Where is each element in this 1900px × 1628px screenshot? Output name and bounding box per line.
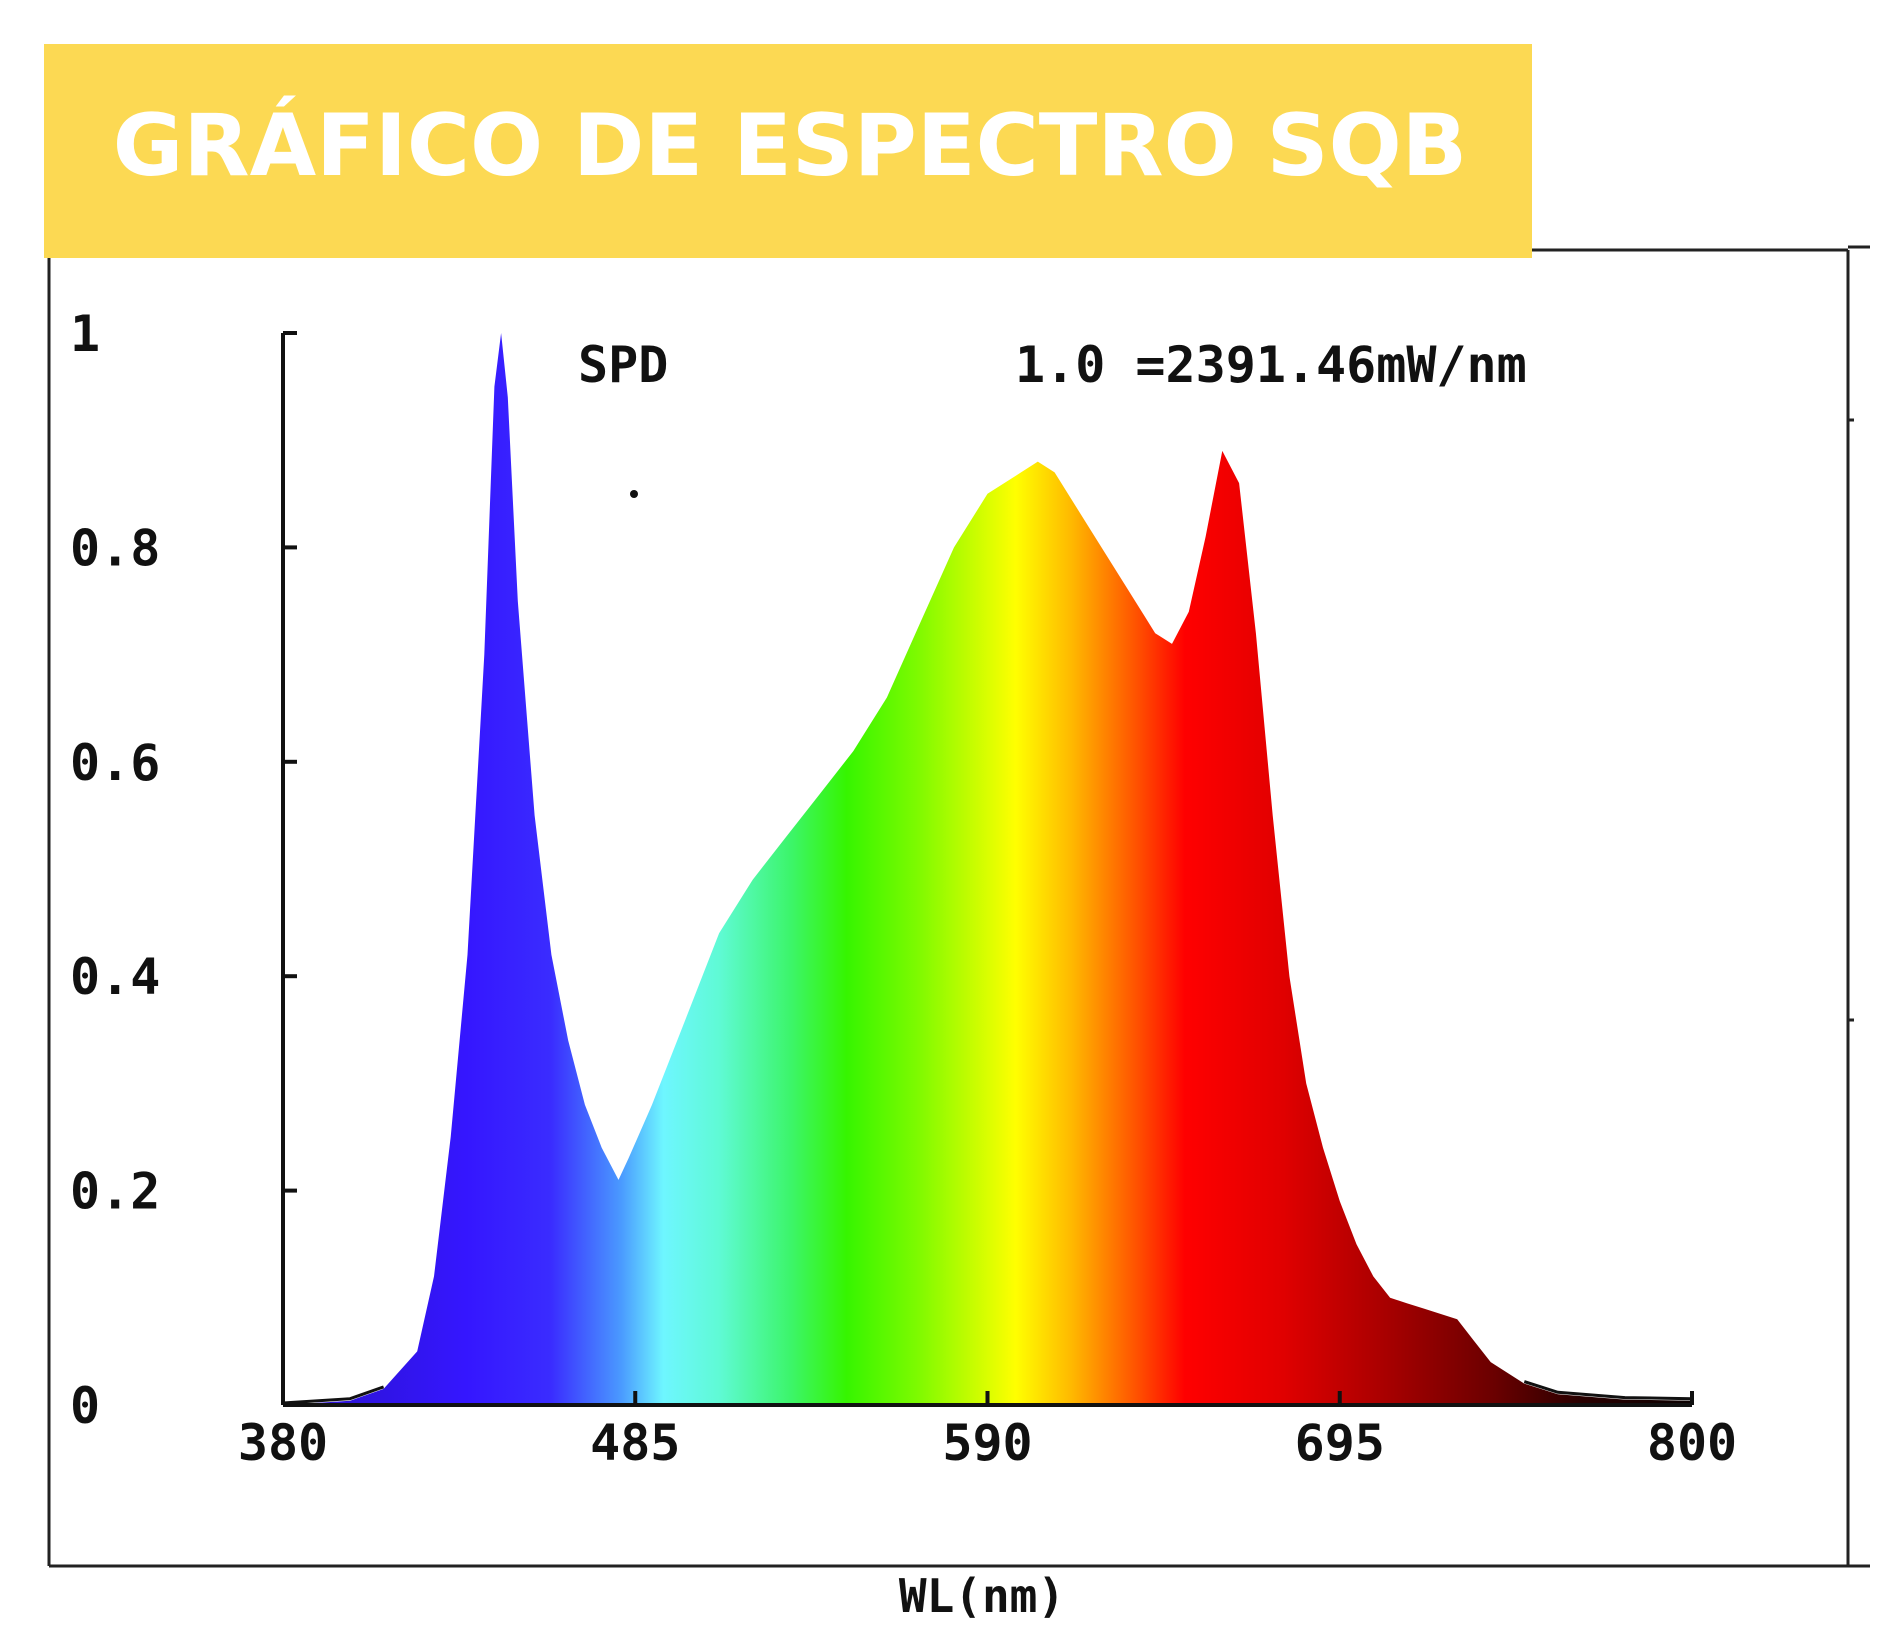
- x-tick-label: 695: [1295, 1414, 1385, 1472]
- x-ticks: 380 485 590 695 800: [238, 1391, 1737, 1472]
- chart-title: GRÁFICO DE ESPECTRO SQB: [113, 96, 1467, 196]
- y-tick-label: 0.2: [70, 1163, 160, 1221]
- y-tick-label: 0.4: [70, 948, 160, 1006]
- x-axis-label: WL(nm): [899, 1569, 1065, 1623]
- scale-annotation: 1.0 =2391.46mW/nm: [1015, 336, 1527, 394]
- title-banner: [44, 44, 1532, 258]
- y-ticks: 0 0.2 0.4 0.6 0.8 1: [70, 305, 297, 1435]
- x-tick-label: 380: [238, 1414, 328, 1472]
- legend-dot: [630, 490, 638, 498]
- spd-baseline-trace: [282, 1380, 1693, 1405]
- y-tick-label: 1: [70, 305, 100, 363]
- series-label: SPD: [578, 336, 668, 394]
- y-tick-label: 0.8: [70, 519, 160, 577]
- y-tick-label: 0.6: [70, 734, 160, 792]
- x-tick-label: 485: [590, 1414, 680, 1472]
- x-tick-label: 800: [1647, 1414, 1737, 1472]
- y-tick-label: 0: [70, 1377, 100, 1435]
- x-tick-label: 590: [942, 1414, 1032, 1472]
- outer-frame: [47, 245, 1870, 1568]
- spd-area: [283, 333, 1692, 1405]
